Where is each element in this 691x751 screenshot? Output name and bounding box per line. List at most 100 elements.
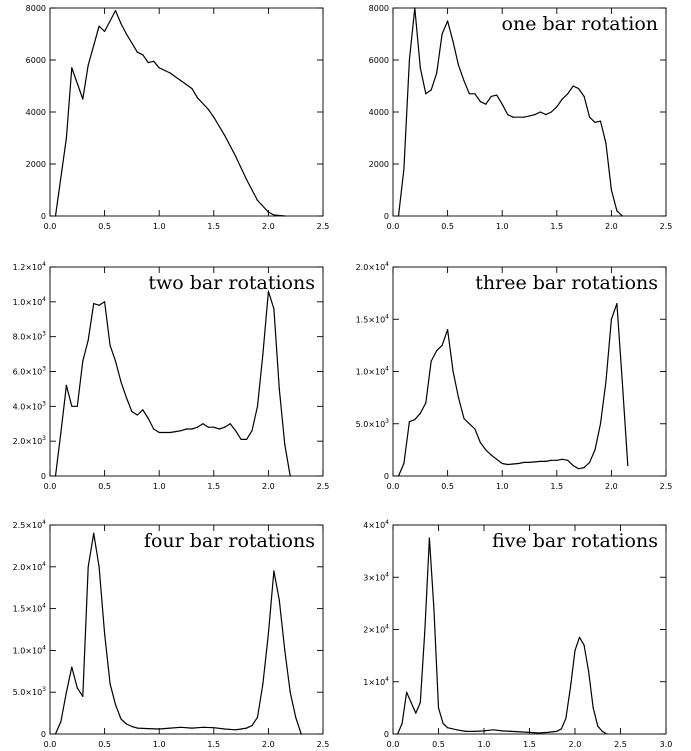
data-point xyxy=(561,98,563,100)
data-point xyxy=(60,720,62,723)
x-tick-label: 3.0 xyxy=(660,740,673,749)
data-point xyxy=(191,727,193,729)
data-point xyxy=(224,728,226,730)
data-point xyxy=(54,733,57,735)
data-point xyxy=(561,458,563,460)
data-point xyxy=(180,430,182,432)
data-point xyxy=(569,686,572,688)
data-point xyxy=(87,64,89,66)
data-point xyxy=(120,381,122,383)
y-tick-label: 2×104 xyxy=(363,624,389,635)
data-point xyxy=(142,54,144,56)
data-point xyxy=(245,179,248,181)
data-point xyxy=(572,464,574,467)
data-point xyxy=(523,116,525,118)
data-point xyxy=(599,120,602,122)
data-point xyxy=(98,304,100,306)
data-point xyxy=(556,106,558,108)
x-tick-label: 0.0 xyxy=(44,222,57,231)
data-point xyxy=(616,210,618,212)
data-point xyxy=(479,101,481,103)
data-point xyxy=(401,722,403,725)
data-point xyxy=(408,59,410,61)
data-point xyxy=(147,62,149,64)
data-point xyxy=(169,431,171,434)
data-point xyxy=(621,381,623,383)
data-point xyxy=(519,731,522,733)
data-point xyxy=(235,430,237,432)
data-point xyxy=(594,121,596,123)
panel-title: three bar rotations xyxy=(475,272,658,294)
y-tick-label: 1.0×104 xyxy=(13,644,47,655)
x-tick-label: 2.0 xyxy=(605,222,618,231)
data-point xyxy=(415,712,417,714)
series-line xyxy=(54,532,302,735)
data-point xyxy=(251,430,253,432)
data-point xyxy=(229,423,231,425)
x-tick-label: 1.5 xyxy=(207,482,220,491)
data-point xyxy=(419,702,421,704)
data-point xyxy=(436,350,438,352)
x-tick-label: 0.5 xyxy=(441,482,454,491)
y-tick-label: 6000 xyxy=(369,56,389,65)
panel-title: four bar rotations xyxy=(144,530,315,552)
data-point xyxy=(158,728,160,730)
y-tick-label: 1.5×104 xyxy=(13,603,47,614)
data-point xyxy=(267,211,269,213)
y-tick-label: 2000 xyxy=(26,160,46,169)
data-point xyxy=(278,388,280,390)
data-point xyxy=(180,726,182,728)
data-point xyxy=(599,423,602,425)
data-point xyxy=(240,438,242,441)
data-point xyxy=(71,405,73,407)
data-point xyxy=(441,33,443,35)
data-point xyxy=(397,475,400,477)
data-point xyxy=(213,426,215,428)
data-point xyxy=(465,730,467,732)
data-point xyxy=(82,360,84,362)
x-tick-label: 2.5 xyxy=(317,740,330,749)
panel-title: two bar rotations xyxy=(148,272,315,294)
data-point xyxy=(98,25,100,27)
data-point xyxy=(158,431,160,434)
chart-panel-4: 0.0 0.5 1.0 1.5 2.0 2.5 0 5.0×103 1.0×104 1.5×104… xyxy=(356,261,673,491)
data-point xyxy=(545,114,547,116)
x-tick-label: 1.0 xyxy=(478,740,491,749)
x-tick-label: 2.5 xyxy=(317,482,330,491)
y-tick-label: 2.5×104 xyxy=(13,519,47,530)
data-point xyxy=(594,449,596,451)
data-point xyxy=(125,33,128,35)
data-point xyxy=(512,463,514,465)
data-point xyxy=(98,566,100,568)
data-point xyxy=(262,683,264,685)
data-point xyxy=(408,421,410,423)
x-tick-label: 1.0 xyxy=(496,482,509,491)
y-tick-label: 3×104 xyxy=(363,571,389,582)
data-point xyxy=(136,414,138,416)
data-point xyxy=(565,717,567,719)
data-point xyxy=(65,384,67,387)
data-point xyxy=(235,155,237,157)
data-point xyxy=(610,189,613,191)
data-point xyxy=(245,438,248,441)
data-point xyxy=(442,722,444,725)
y-tick-label: 4000 xyxy=(369,108,389,117)
data-point xyxy=(560,728,562,730)
x-tick-label: 2.5 xyxy=(614,740,627,749)
data-point xyxy=(104,30,106,32)
data-point xyxy=(65,691,67,693)
data-point xyxy=(457,397,460,399)
data-point xyxy=(202,423,204,425)
data-point xyxy=(93,302,95,305)
data-point xyxy=(437,707,440,709)
data-point xyxy=(191,428,193,430)
y-tick-label: 2.0×104 xyxy=(13,561,47,572)
data-point xyxy=(430,89,432,91)
data-point xyxy=(256,716,259,718)
data-point xyxy=(207,108,209,110)
data-point xyxy=(169,72,171,74)
data-point xyxy=(224,426,226,428)
data-point xyxy=(289,691,291,693)
x-tick-label: 0.0 xyxy=(44,740,57,749)
y-tick-label: 5.0×103 xyxy=(356,418,390,429)
